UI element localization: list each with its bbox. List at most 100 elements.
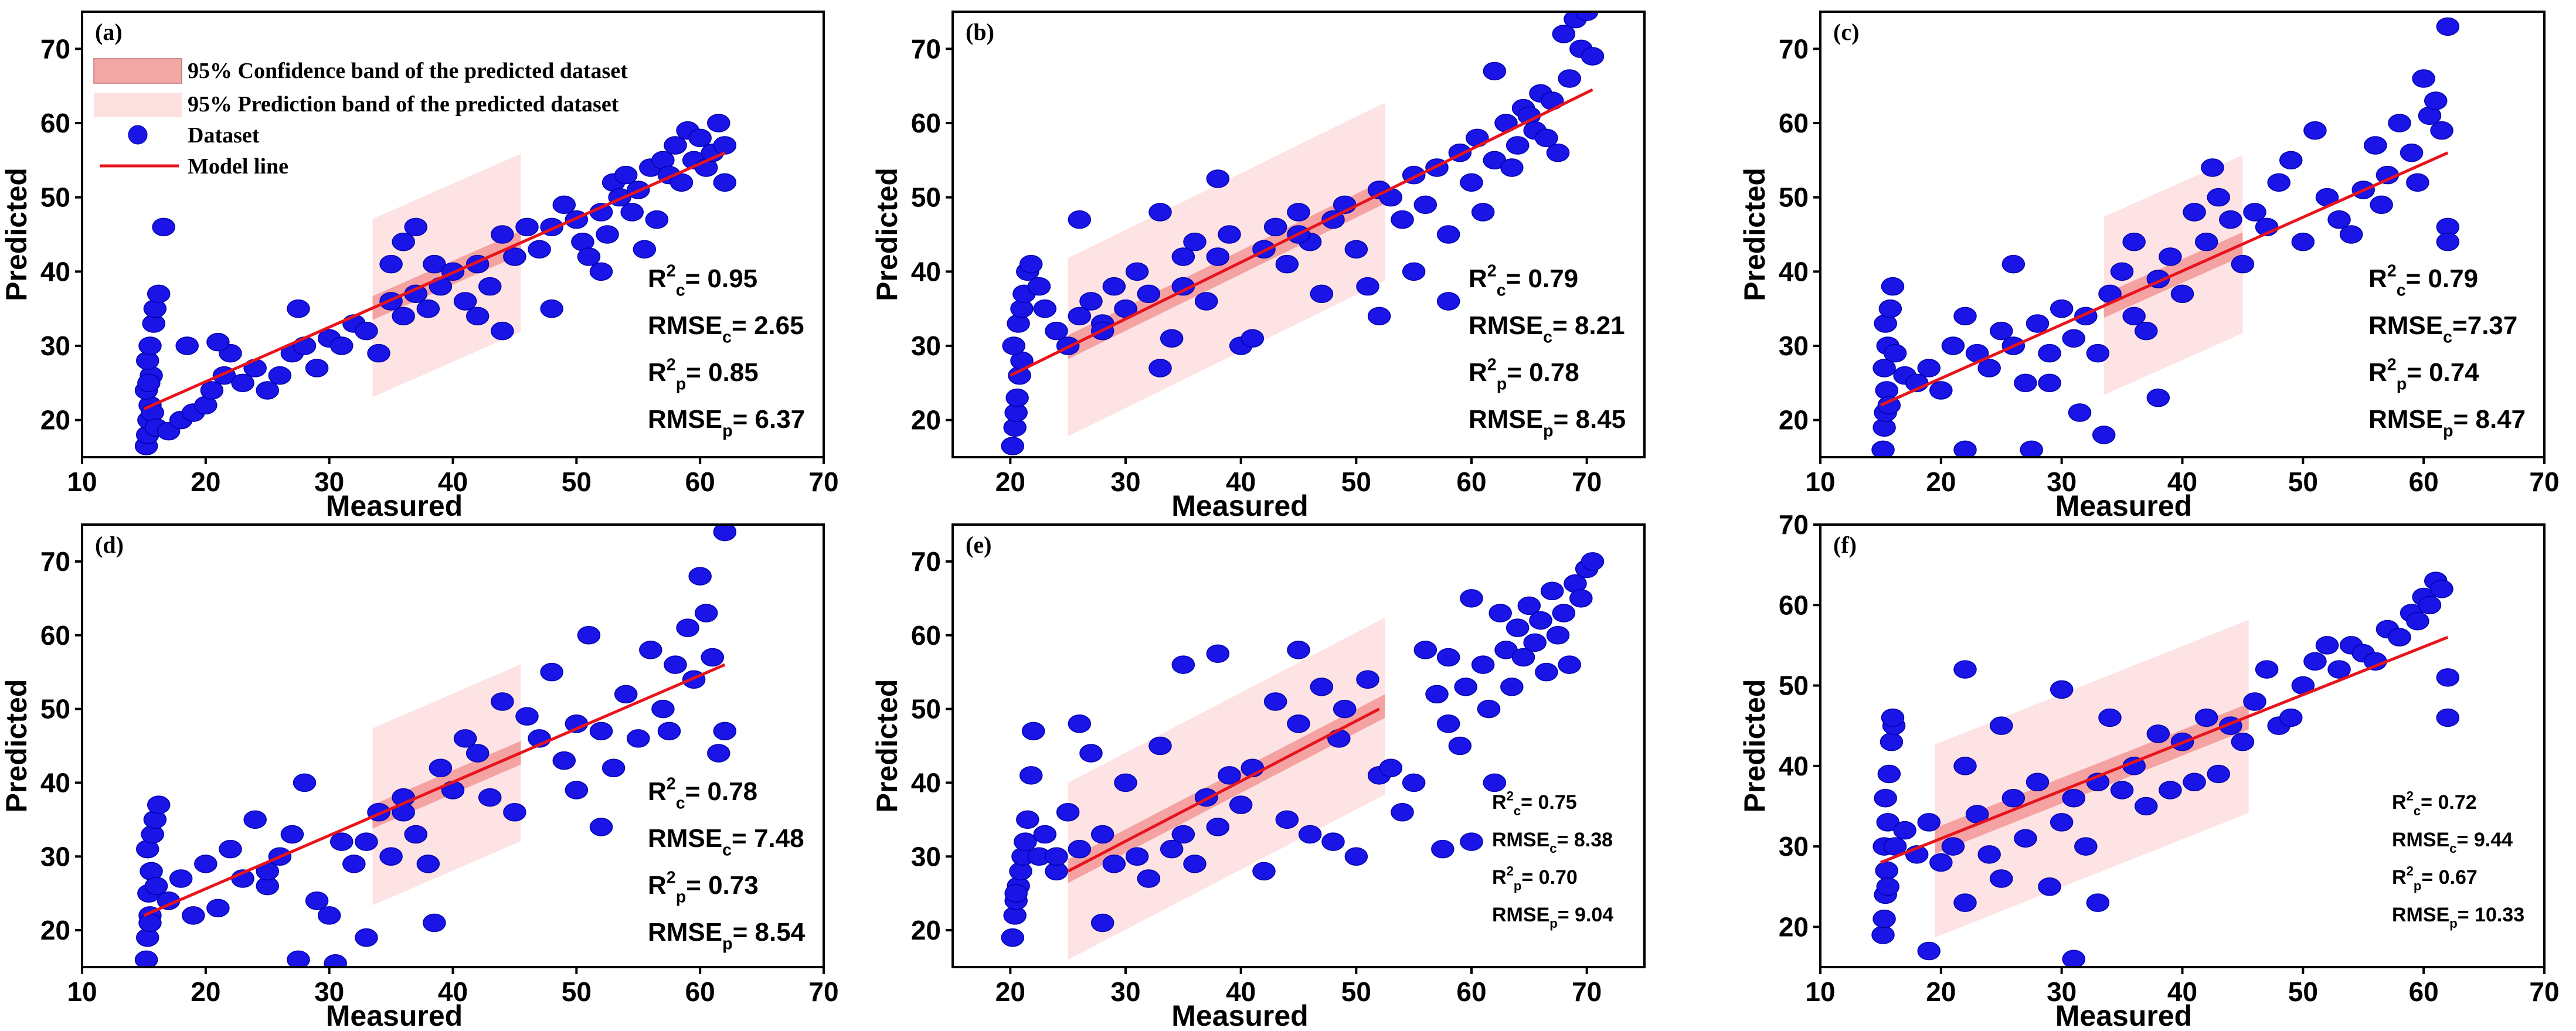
data-point — [1298, 825, 1322, 844]
data-point — [2303, 652, 2327, 671]
data-point — [355, 832, 378, 851]
legend-label-prediction: 95% Prediction band of the predicted dat… — [188, 92, 619, 117]
data-point — [614, 165, 638, 185]
data-point — [1252, 862, 1276, 881]
stat-0: R2c= 0.75 — [1492, 789, 1577, 819]
x-tick-label: 20 — [1926, 976, 1956, 1007]
data-point — [2291, 232, 2315, 251]
data-point — [1379, 758, 1403, 777]
panel-e: 20 30 40 50 60 70 20 30 40 50 60 70 Measured Predicte… — [871, 523, 1646, 1031]
data-point — [2243, 203, 2266, 222]
data-point — [1206, 818, 1230, 836]
data-point — [1079, 744, 1103, 763]
x-tick-label: 50 — [1341, 976, 1371, 1007]
data-point — [2062, 950, 2085, 967]
data-point — [1876, 877, 1900, 896]
data-point — [589, 818, 613, 836]
data-point — [2183, 773, 2206, 792]
data-point — [1471, 655, 1495, 674]
data-point — [540, 662, 563, 682]
data-point — [1263, 217, 1287, 237]
data-point — [1871, 440, 1895, 457]
data-point — [2074, 837, 2098, 856]
data-point — [1874, 788, 1897, 808]
y-tick-label: 30 — [911, 331, 941, 361]
data-point — [627, 729, 650, 748]
data-point — [2038, 877, 2061, 896]
x-axis-title: Measured — [326, 489, 463, 522]
y-tick-label: 70 — [40, 33, 70, 64]
data-point — [2110, 262, 2134, 281]
data-point — [147, 795, 171, 814]
stat-2: R2p= 0.67 — [2392, 864, 2478, 894]
data-point — [144, 876, 168, 896]
data-point — [1183, 232, 1207, 251]
data-point — [453, 292, 477, 311]
data-point — [1558, 69, 1581, 88]
data-point — [404, 217, 427, 237]
data-point — [552, 195, 576, 215]
data-point — [1287, 641, 1310, 659]
data-point — [293, 773, 317, 792]
data-point — [2370, 195, 2393, 215]
data-point — [194, 855, 218, 873]
data-point — [1275, 254, 1299, 274]
y-tick-label: 40 — [40, 256, 70, 287]
y-axis-title: Predicted — [1738, 679, 1771, 813]
x-tick-label: 30 — [2047, 976, 2077, 1007]
data-point — [1068, 210, 1092, 229]
data-point — [589, 722, 613, 741]
data-point — [1344, 240, 1368, 259]
data-point — [1953, 893, 1977, 912]
data-point — [2279, 708, 2303, 727]
data-point — [2406, 173, 2429, 192]
data-point — [1953, 307, 1977, 326]
data-point — [1206, 644, 1230, 663]
data-point — [503, 247, 526, 266]
data-point — [206, 332, 230, 352]
data-point — [1471, 203, 1495, 222]
data-point — [1171, 825, 1195, 844]
data-point — [2086, 893, 2110, 912]
x-tick-label: 30 — [314, 976, 344, 1007]
y-tick-label: 30 — [911, 841, 941, 872]
x-tick-label: 50 — [1341, 467, 1371, 497]
data-point — [2430, 121, 2453, 140]
data-point — [1148, 203, 1172, 222]
data-point — [528, 240, 551, 259]
data-point — [2436, 232, 2460, 251]
data-point — [1872, 909, 1896, 928]
data-point — [330, 336, 354, 355]
data-point — [2201, 158, 2224, 177]
y-tick-label: 20 — [1779, 405, 1809, 435]
x-tick-label: 50 — [2288, 467, 2318, 497]
x-tick-label: 60 — [1456, 976, 1486, 1007]
data-point — [1546, 626, 1570, 645]
data-point — [1194, 292, 1218, 311]
data-point — [1425, 685, 1449, 704]
y-tick-label: 60 — [911, 620, 941, 651]
data-point — [1436, 225, 1460, 244]
data-point — [1929, 381, 1953, 400]
data-point — [2001, 254, 2026, 274]
data-point — [1090, 825, 1114, 844]
data-point — [688, 567, 712, 586]
data-point — [1517, 596, 1541, 615]
legend-label-confidence: 95% Confidence band of the predicted dat… — [188, 59, 628, 83]
data-point — [1878, 299, 1902, 318]
data-point — [416, 855, 440, 873]
data-point — [2062, 788, 2085, 808]
data-point — [1356, 277, 1379, 296]
panel-label: (e) — [966, 532, 991, 558]
data-point — [2098, 708, 2122, 727]
data-point — [1506, 618, 1530, 637]
data-point — [701, 648, 724, 667]
stat-1: RMSEc= 7.48 — [648, 824, 804, 860]
x-tick-label: 60 — [685, 976, 715, 1007]
data-point — [1483, 773, 1507, 792]
x-tick-label: 70 — [1572, 976, 1602, 1007]
data-point — [1477, 699, 1501, 719]
data-point — [596, 225, 619, 244]
data-point — [491, 225, 514, 244]
data-point — [1990, 321, 2013, 341]
